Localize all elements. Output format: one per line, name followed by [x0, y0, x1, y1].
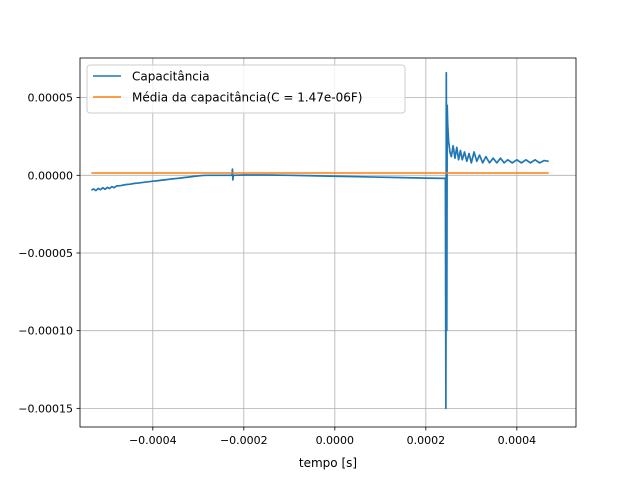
y-tick-label: 0.00005 [28, 92, 74, 105]
x-tick-label: −0.0004 [129, 434, 177, 447]
plot-series [91, 71, 549, 410]
legend-label-capacitance: Capacitância [132, 70, 210, 84]
x-tick-label: 0.0004 [498, 434, 537, 447]
y-tick-label: 0.00000 [28, 169, 74, 182]
legend: Capacitância Média da capacitância(C = 1… [86, 64, 406, 114]
x-tick-label: 0.0002 [407, 434, 446, 447]
y-tick-label: −0.00005 [18, 247, 73, 260]
axis-ticks: −0.0004 −0.0002 0.0000 0.0002 0.0004 0.00005 0… [18, 92, 536, 447]
x-tick-label: −0.0002 [220, 434, 268, 447]
legend-box [86, 64, 406, 114]
legend-label-mean: Média da capacitância(C = 1.47e-06F) [132, 91, 362, 105]
y-tick-label: −0.00010 [18, 325, 73, 338]
axes-frame [79, 57, 577, 428]
y-tick-label: −0.00015 [18, 402, 73, 415]
x-tick-label: 0.0000 [316, 434, 355, 447]
capacitance-line [91, 71, 549, 410]
x-axis-label: tempo [s] [299, 456, 357, 470]
